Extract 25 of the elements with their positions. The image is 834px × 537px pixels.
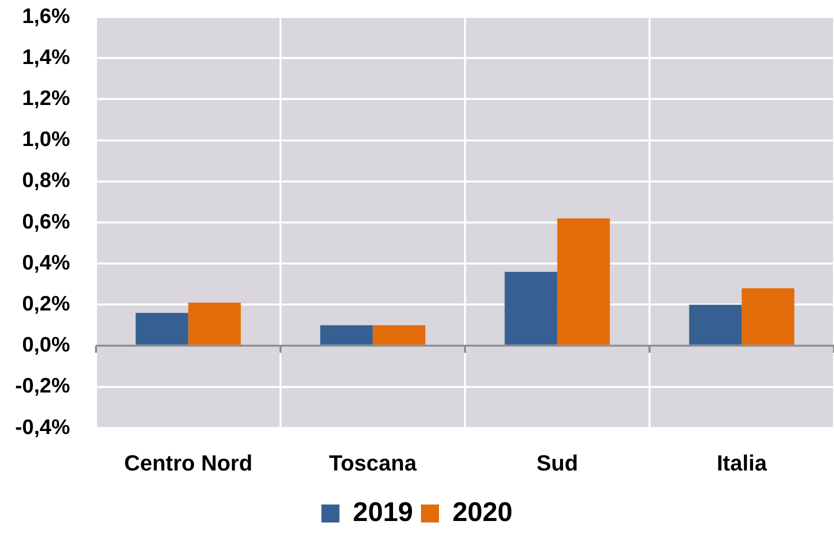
y-tick-label: -0,2% <box>15 374 70 398</box>
y-tick-label: 1,2% <box>22 86 70 110</box>
y-tick-label: 1,0% <box>22 128 70 152</box>
bar <box>136 312 188 345</box>
y-tick-label: 0,2% <box>22 292 70 316</box>
y-tick-label: 0,4% <box>22 251 70 274</box>
x-tick-label: Toscana <box>328 450 418 476</box>
bar <box>557 218 610 345</box>
y-tick-label: -0,4% <box>15 416 70 439</box>
bar <box>320 325 373 345</box>
legend-label: 2020 <box>452 496 513 527</box>
y-tick-label: 1,4% <box>22 46 70 69</box>
y-tick-label: 1,6% <box>22 4 70 28</box>
legend-label: 2019 <box>352 496 414 527</box>
bar <box>742 288 794 345</box>
bar <box>689 304 742 345</box>
x-tick-label: Centro Nord <box>124 450 252 476</box>
y-tick-label: 0,0% <box>22 334 70 357</box>
bar <box>504 272 558 345</box>
x-tick-label: Italia <box>716 450 768 476</box>
y-tick-label: 0,6% <box>22 210 70 234</box>
y-tick-label: 0,8% <box>22 169 70 192</box>
bar <box>372 325 426 345</box>
bar <box>188 302 241 345</box>
x-tick-label: Sud <box>536 450 578 476</box>
